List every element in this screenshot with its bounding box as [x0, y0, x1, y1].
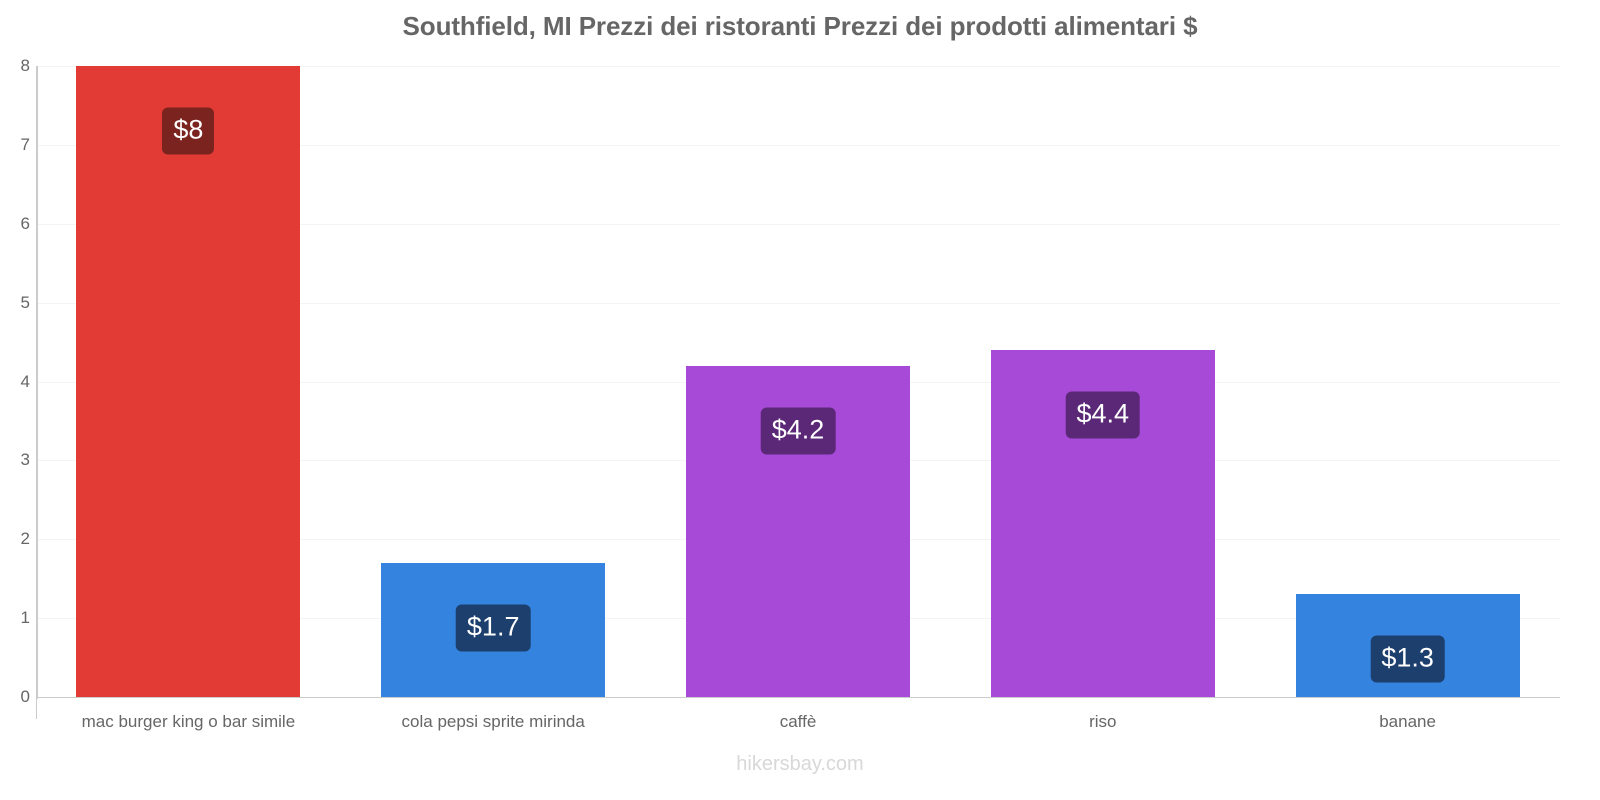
- x-axis-category-label: banane: [1379, 712, 1436, 731]
- bar-value-label: $1.7: [455, 604, 531, 652]
- x-axis-baseline: [36, 697, 1560, 698]
- y-axis-tick-label: 7: [20, 134, 30, 154]
- y-axis-tick-labels: 0 1 2 3 4 5 6 7 8: [0, 0, 30, 800]
- bar[interactable]: [76, 66, 301, 697]
- y-axis-tick-label: 6: [20, 213, 30, 233]
- y-axis-tick-label: 8: [20, 56, 30, 75]
- grid-line: [36, 223, 1560, 225]
- bar-value-label: $1.3: [1370, 635, 1445, 683]
- x-axis-category-labels: mac burger king o bar simile cola pepsi s…: [36, 712, 1560, 742]
- x-axis-category-label: caffè: [779, 712, 817, 731]
- grid-line: [36, 144, 1560, 146]
- y-axis-tick-label: 4: [20, 371, 30, 391]
- bar-value-label: $4.4: [1065, 391, 1141, 439]
- y-axis-line: [36, 66, 38, 699]
- bar-series: $8 $1.7 $4.2 $4.4 $1.3: [36, 66, 1560, 697]
- x-axis-tick-stub: [36, 697, 37, 719]
- bar-value-label: $8: [162, 107, 215, 155]
- chart-title: Southfield, MI Prezzi dei ristoranti Pre…: [402, 11, 1198, 41]
- grid-line: [36, 66, 1560, 67]
- source-watermark: hikersbay.com: [736, 753, 864, 775]
- y-axis-tick-label: 0: [20, 687, 30, 706]
- y-axis-tick-label: 2: [20, 529, 30, 549]
- grid-line: [36, 302, 1560, 304]
- y-axis-tick-label: 5: [20, 292, 30, 312]
- y-axis-tick-label: 3: [20, 450, 30, 470]
- x-axis-category-label: cola pepsi sprite mirinda: [401, 712, 585, 731]
- x-axis-category-label: riso: [1089, 712, 1117, 731]
- bar-value-label: $4.2: [760, 407, 836, 455]
- x-axis-category-label: mac burger king o bar simile: [81, 712, 296, 731]
- y-axis-tick-label: 1: [20, 608, 30, 628]
